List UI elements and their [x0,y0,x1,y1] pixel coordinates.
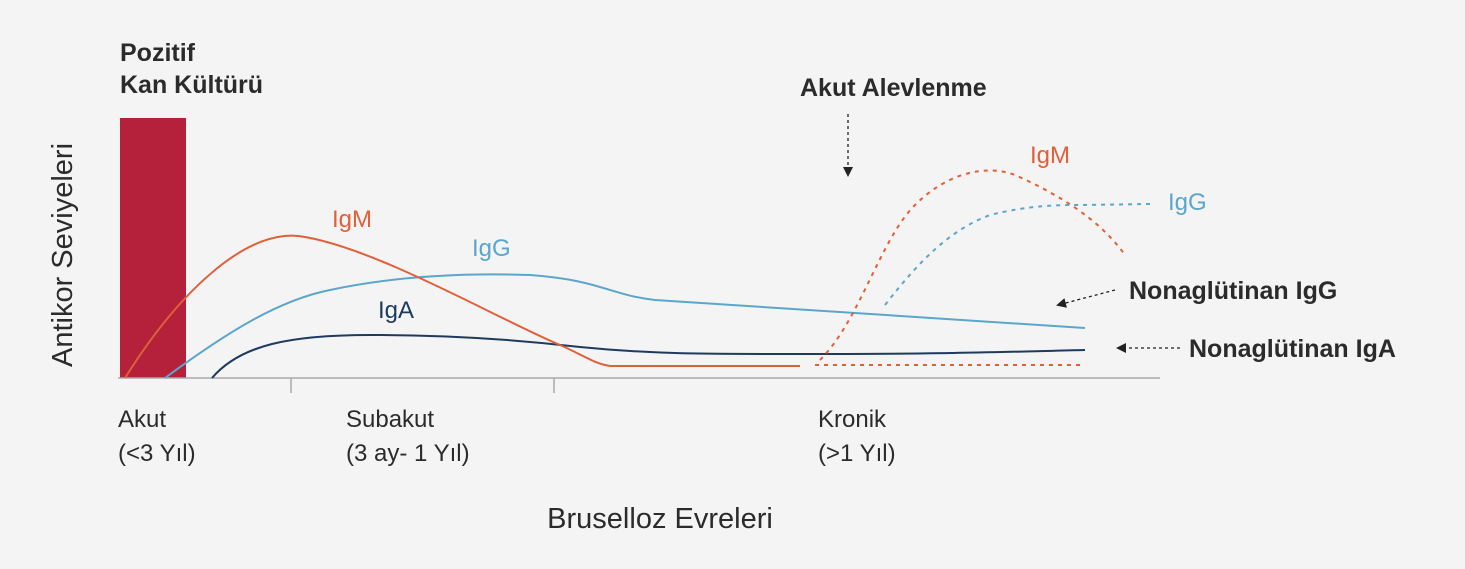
curve-label: IgM [332,206,372,233]
stage-name: Subakut [346,406,434,433]
y-axis-label: Antikor Seviyeleri [47,143,79,367]
iga-curve [211,333,1086,379]
marker-label: Kan Kültürü [120,71,263,99]
stage-name: Kronik [818,406,887,433]
stage-range: (3 ay- 1 Yıl) [346,440,470,467]
curve-label: IgM [1030,142,1070,169]
igm-curve [124,234,800,379]
curve-label: Nonaglütinan IgA [1189,335,1396,363]
curve-label: Nonaglütinan IgG [1129,277,1337,305]
stage-name: Akut [118,406,166,433]
flare-igg-curve [884,203,1151,306]
igg-curve [164,273,1086,379]
stage-range: (>1 Yıl) [818,440,896,467]
culture-bar [120,118,186,378]
marker-label: Akut Alevlenme [800,74,987,102]
flare-igm-curve [819,169,1126,361]
igg-arrow [1056,289,1116,308]
curve-label: IgG [1168,189,1207,216]
stage-range: (<3 Yıl) [118,440,196,467]
curve-label: IgA [378,297,414,324]
curve-label: IgG [472,235,511,262]
marker-label: Pozitif [120,39,196,67]
x-axis-label: Bruselloz Evreleri [547,503,773,535]
